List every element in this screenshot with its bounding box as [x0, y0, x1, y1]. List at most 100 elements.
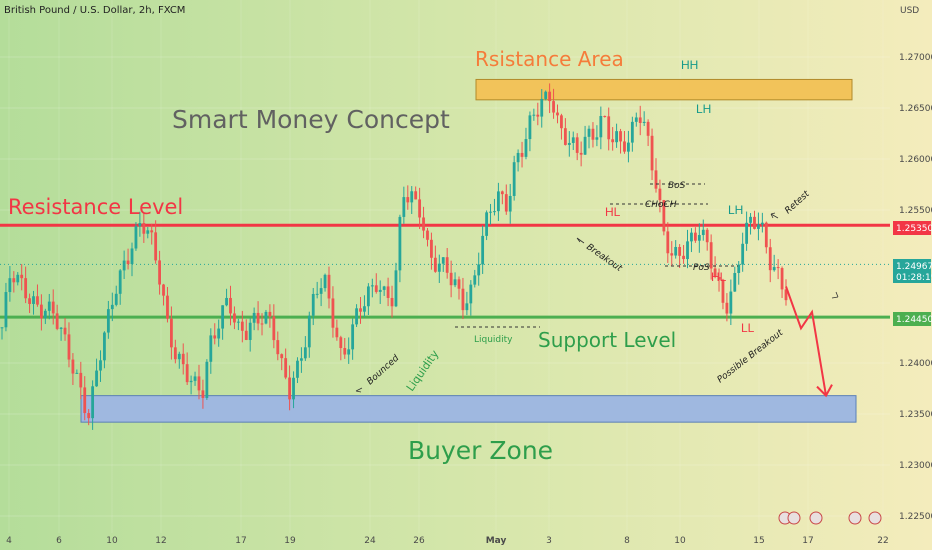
candle-body [764, 222, 768, 248]
candle-body [24, 278, 28, 299]
choch-label: CHoCH [645, 200, 677, 210]
x-tick-label: 17 [802, 536, 813, 546]
price-candles[interactable] [0, 83, 788, 430]
x-tick-label: 15 [753, 536, 764, 546]
y-tick-label: 1.25500 [899, 206, 932, 216]
projection-arrow [785, 286, 833, 398]
us-flag-icon[interactable] [848, 511, 862, 525]
buyer-zone-rect [80, 395, 857, 423]
candle-body [370, 285, 374, 287]
candle-body [587, 128, 591, 137]
x-tick-label: 10 [674, 536, 686, 546]
breakout-arrow-icon [576, 237, 585, 244]
candle-body [79, 372, 83, 388]
candle-body [579, 152, 583, 155]
lh-label-1: LH [696, 102, 711, 116]
liquidity-horizontal-label: Liquidity [474, 335, 513, 345]
candle-body [682, 255, 685, 260]
candle-body [662, 200, 666, 232]
candle-body [36, 296, 39, 305]
us-flag-icon[interactable] [809, 511, 823, 525]
symbol-header: British Pound / U.S. Dollar, 2h, FXCM [4, 5, 185, 16]
candle-body [650, 135, 654, 171]
candle-body [512, 162, 516, 196]
candle-body [575, 137, 579, 153]
us-flag-icon[interactable] [787, 511, 801, 525]
candle-body [595, 137, 599, 140]
x-tick-label: 4 [6, 536, 12, 546]
candle-body [398, 216, 402, 271]
candle-body [95, 370, 98, 387]
candle-body [110, 304, 114, 310]
event-flags[interactable] [778, 511, 882, 525]
candle-body [697, 235, 701, 241]
candle-body [721, 279, 725, 303]
y-tick-label: 1.22500 [899, 512, 932, 522]
candle-body [524, 139, 528, 157]
us-flag-icon[interactable] [868, 511, 882, 525]
candle-body [749, 216, 752, 223]
bos-label: BoS [668, 181, 686, 191]
candle-body [103, 332, 106, 361]
candle-body [8, 278, 12, 293]
candle-body [520, 152, 524, 157]
candle-body [118, 270, 122, 294]
x-tick-label: 10 [106, 536, 118, 546]
breakout-label: Breakout [584, 242, 624, 274]
candle-body [701, 229, 705, 236]
candle-body [445, 257, 449, 273]
candle-body [347, 349, 351, 355]
candle-body [150, 230, 154, 233]
candle-body [296, 360, 299, 378]
hl-label-1: HL [605, 205, 621, 219]
candle-body [209, 335, 213, 362]
candle-body [193, 376, 197, 381]
candle-body [489, 211, 492, 213]
ll-label: LL [741, 321, 755, 335]
candle-body [477, 264, 481, 276]
candle-body [146, 230, 150, 234]
candle-body [627, 142, 630, 152]
candle-body [532, 114, 536, 116]
candle-body [154, 232, 158, 261]
x-tick-label: 6 [56, 536, 62, 546]
candle-body [619, 131, 622, 142]
resistance-tag-text: 1.25350 [896, 224, 932, 234]
candle-body [343, 348, 347, 355]
resistance-level-label: Resistance Level [8, 195, 183, 219]
candle-body [670, 253, 674, 256]
bounced-label: Bounced [365, 353, 401, 387]
support-tag-bg [893, 312, 931, 326]
x-tick-label: 3 [546, 536, 552, 546]
candle-body [142, 223, 146, 234]
x-tick-label: 19 [284, 536, 296, 546]
candle-body [39, 304, 43, 319]
hh-label: HH [681, 58, 698, 72]
candle-body [359, 308, 362, 312]
candle-body [433, 257, 437, 272]
support-price-tag: 1.24450 [893, 312, 932, 326]
candle-body [634, 117, 638, 122]
candle-body [410, 191, 414, 203]
candle-body [548, 91, 552, 102]
candle-body [776, 267, 780, 269]
liquidity-vertical-label: Liquidity [404, 347, 442, 393]
countdown-text: 01:28:19 [896, 273, 932, 283]
retest-arrow-icon [770, 212, 779, 219]
candle-body [449, 272, 453, 286]
candle-body [457, 279, 461, 289]
current-price-text: 1.24967 [896, 262, 932, 272]
candle-body [402, 197, 406, 217]
candle-body [406, 197, 410, 203]
candle-body [646, 121, 650, 136]
candle-body [780, 268, 784, 290]
candle-body [717, 277, 721, 280]
y-tick-label: 1.26000 [899, 155, 932, 165]
candle-body [32, 296, 35, 304]
candle-body [437, 263, 441, 272]
candle-body [382, 286, 386, 290]
candle-body [630, 121, 634, 143]
candle-body [418, 199, 422, 218]
lh-label-2: LH [728, 203, 743, 217]
